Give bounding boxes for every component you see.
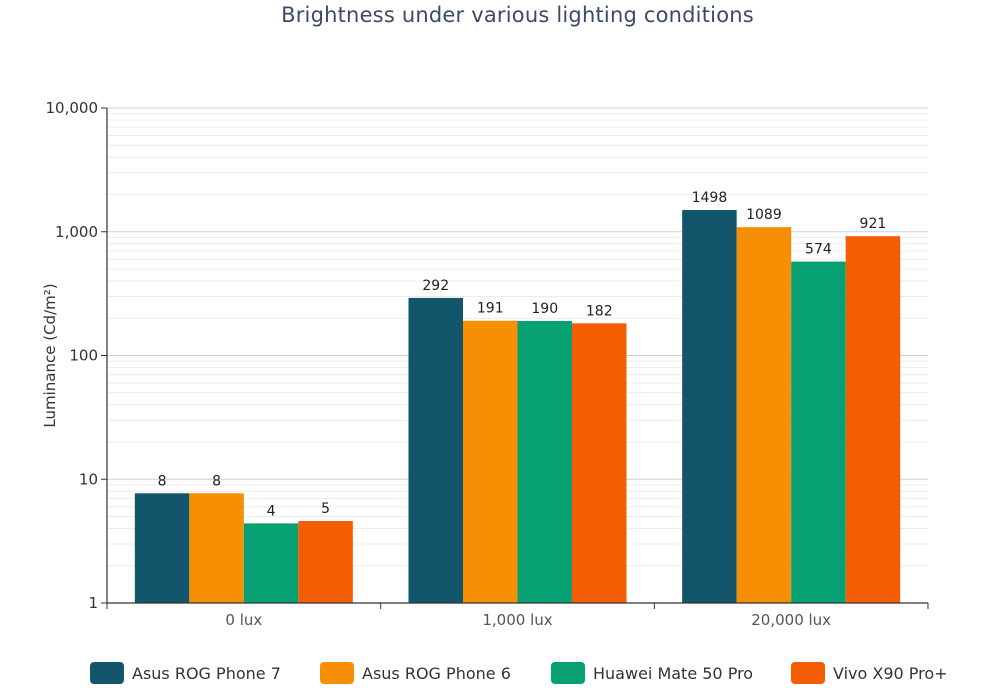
bar [134,493,190,603]
x-tick-label: 20,000 lux [751,611,831,629]
bar-data-label: 1089 [746,207,782,223]
bar [408,297,463,603]
bar [791,261,846,603]
bar [572,323,627,603]
bar-data-label: 8 [212,473,221,489]
bar [298,520,353,603]
bar-data-label: 4 [267,503,276,519]
legend-swatch [90,662,124,684]
bar-data-label: 292 [422,278,449,294]
bar [845,236,901,604]
bar-data-label: 921 [860,216,887,232]
legend-item[interactable]: Asus ROG Phone 7 [90,660,281,686]
legend-swatch [320,662,354,684]
legend-label: Vivo X90 Pro+ [833,663,948,683]
bar-data-label: 5 [321,501,330,517]
bar [243,523,299,603]
chart-title: Brightness under various lighting condit… [281,3,754,27]
legend-item[interactable]: Huawei Mate 50 Pro [551,660,753,686]
legend-label: Asus ROG Phone 7 [132,663,281,683]
bar-data-label: 191 [477,301,504,317]
legend-swatch [791,662,825,684]
legend-item[interactable]: Asus ROG Phone 6 [320,660,511,686]
x-tick-label: 1,000 lux [482,611,552,629]
y-tick-label: 10 [79,470,98,488]
chart-legend: Asus ROG Phone 7 Asus ROG Phone 6 Huawei M… [0,660,1000,686]
bar-data-label: 1498 [692,190,728,206]
legend-label: Huawei Mate 50 Pro [593,663,754,683]
bar [463,320,518,603]
bar [517,321,572,603]
legend-swatch [551,662,585,684]
y-axis-label: Luminance (Cd/m²) [41,283,59,427]
legend-label: Asus ROG Phone 6 [362,663,511,683]
bar-data-label: 182 [586,303,613,319]
bar [682,210,737,604]
y-tick-label: 100 [69,347,98,365]
bar [736,227,792,604]
y-tick-label: 1,000 [55,223,98,241]
y-tick-label: 10,000 [46,99,99,117]
bar-data-label: 574 [805,242,832,258]
bar-data-label: 190 [531,301,558,317]
bar-data-label: 8 [158,473,167,489]
y-tick-label: 1 [88,594,98,612]
bar [189,493,244,603]
legend-item[interactable]: Vivo X90 Pro+ [791,660,948,686]
x-tick-label: 0 lux [225,611,262,629]
